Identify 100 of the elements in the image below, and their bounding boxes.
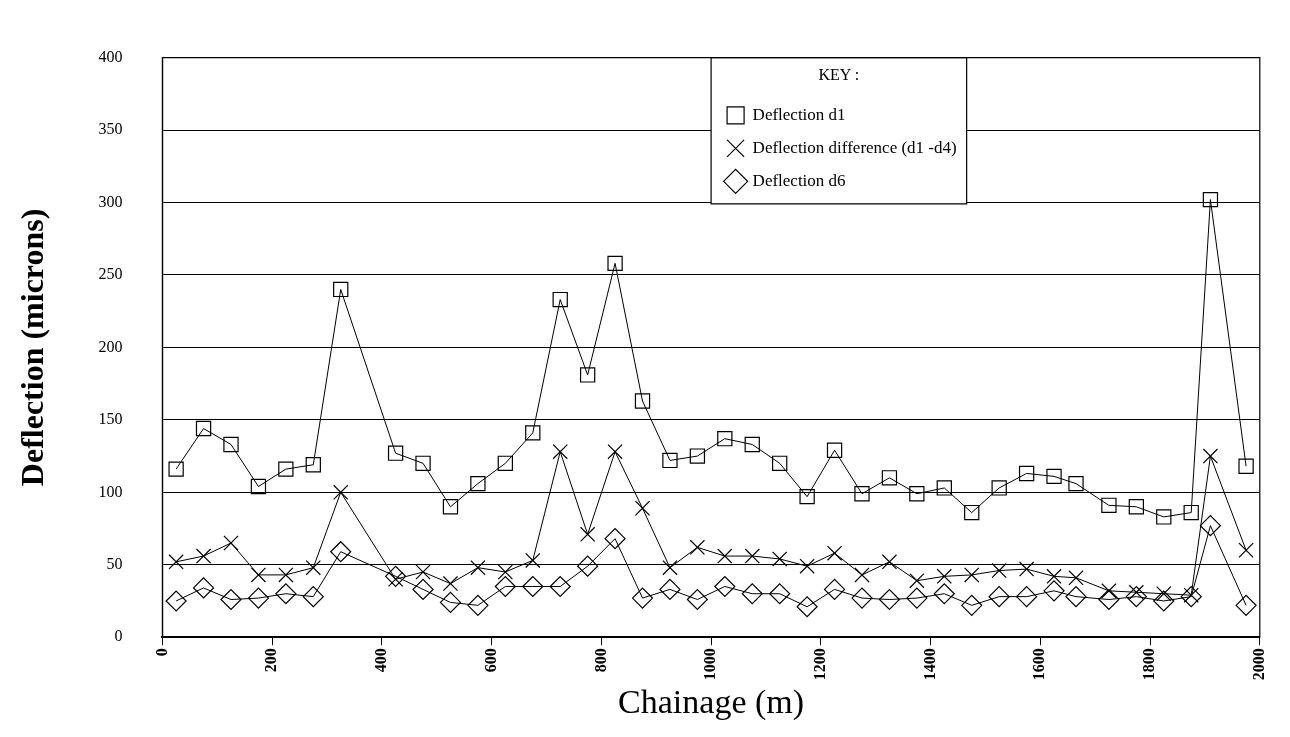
- point: [1238, 458, 1254, 474]
- point: [412, 578, 434, 600]
- point: [442, 499, 459, 515]
- point: [1153, 590, 1175, 612]
- point: [1043, 580, 1065, 602]
- y-axis-title: Deflection (microns): [14, 208, 51, 487]
- point: [385, 565, 407, 587]
- x-tick-label: 1600: [1030, 648, 1048, 681]
- y-tick-label: 100: [98, 482, 123, 500]
- point: [470, 559, 486, 576]
- point: [1046, 468, 1062, 485]
- legend-label: Deflection difference (d1 -d4): [752, 137, 957, 157]
- y-tick-label: 0: [114, 627, 123, 645]
- point: [826, 545, 843, 561]
- point: [854, 486, 870, 502]
- point: [552, 444, 568, 460]
- point: [744, 436, 760, 453]
- point: [826, 442, 843, 458]
- point: [662, 452, 678, 469]
- point: [195, 420, 212, 437]
- point: [717, 431, 733, 447]
- point: [991, 480, 1007, 496]
- point: [741, 583, 763, 605]
- point: [552, 291, 568, 308]
- point: [1202, 448, 1219, 464]
- point: [604, 528, 626, 550]
- point: [1065, 586, 1087, 608]
- point: [549, 575, 571, 598]
- x-tick-label: 0: [152, 648, 170, 657]
- point: [988, 586, 1010, 608]
- point: [387, 445, 404, 461]
- point: [854, 567, 870, 583]
- point: [1128, 499, 1145, 515]
- point: [579, 367, 596, 383]
- point: [494, 575, 516, 598]
- point: [1068, 475, 1084, 492]
- point: [964, 504, 980, 521]
- point: [714, 575, 736, 598]
- point: [881, 554, 898, 570]
- y-tick-label: 300: [98, 192, 123, 210]
- point: [1156, 509, 1172, 525]
- point: [796, 596, 818, 618]
- y-tick-label: 350: [98, 120, 123, 138]
- point: [333, 484, 349, 500]
- point: [247, 587, 270, 609]
- point: [936, 480, 952, 496]
- point: [1046, 568, 1062, 585]
- y-tick-label: 50: [106, 554, 123, 572]
- point: [689, 448, 706, 464]
- point: [634, 393, 651, 409]
- x-tick-label: 1800: [1140, 648, 1158, 681]
- point: [772, 551, 788, 567]
- y-tick-label: 250: [98, 265, 123, 283]
- point: [497, 455, 514, 471]
- point: [607, 444, 623, 460]
- x-axis-title: Chainage (m): [618, 682, 805, 721]
- x-tick-label: 400: [372, 648, 390, 673]
- point: [1018, 465, 1035, 482]
- point: [250, 478, 267, 495]
- point: [607, 255, 623, 272]
- point: [330, 541, 352, 563]
- point: [250, 567, 267, 583]
- y-tick-label: 150: [98, 410, 123, 428]
- point: [909, 486, 925, 502]
- point: [799, 488, 815, 505]
- point: [936, 568, 952, 585]
- point: [1238, 542, 1254, 558]
- point: [522, 575, 544, 598]
- point: [769, 583, 791, 605]
- x-tick-label: 1200: [810, 648, 828, 681]
- point: [1098, 588, 1120, 611]
- point: [579, 526, 596, 542]
- point: [631, 587, 654, 609]
- y-tick-label: 200: [98, 337, 123, 355]
- x-tick-label: 800: [591, 648, 609, 673]
- legend-title: KEY :: [818, 65, 860, 83]
- legend-label: Deflection d1: [752, 104, 846, 124]
- point: [302, 586, 324, 608]
- point: [689, 539, 706, 556]
- point: [439, 591, 462, 614]
- point: [305, 559, 321, 576]
- point: [165, 590, 187, 612]
- point: [717, 548, 733, 564]
- x-tick-label: 600: [481, 648, 499, 673]
- point: [634, 500, 651, 516]
- point: [744, 548, 760, 564]
- point: [1235, 594, 1257, 616]
- point: [278, 461, 294, 477]
- point: [799, 558, 815, 574]
- point: [933, 583, 955, 605]
- y-tick-label: 400: [98, 47, 123, 65]
- point: [1199, 515, 1222, 537]
- point: [223, 436, 239, 453]
- point: [415, 455, 431, 471]
- point: [275, 583, 297, 605]
- point: [333, 281, 349, 298]
- point: [662, 559, 678, 576]
- point: [823, 578, 846, 600]
- point: [497, 564, 514, 580]
- point: [192, 577, 215, 599]
